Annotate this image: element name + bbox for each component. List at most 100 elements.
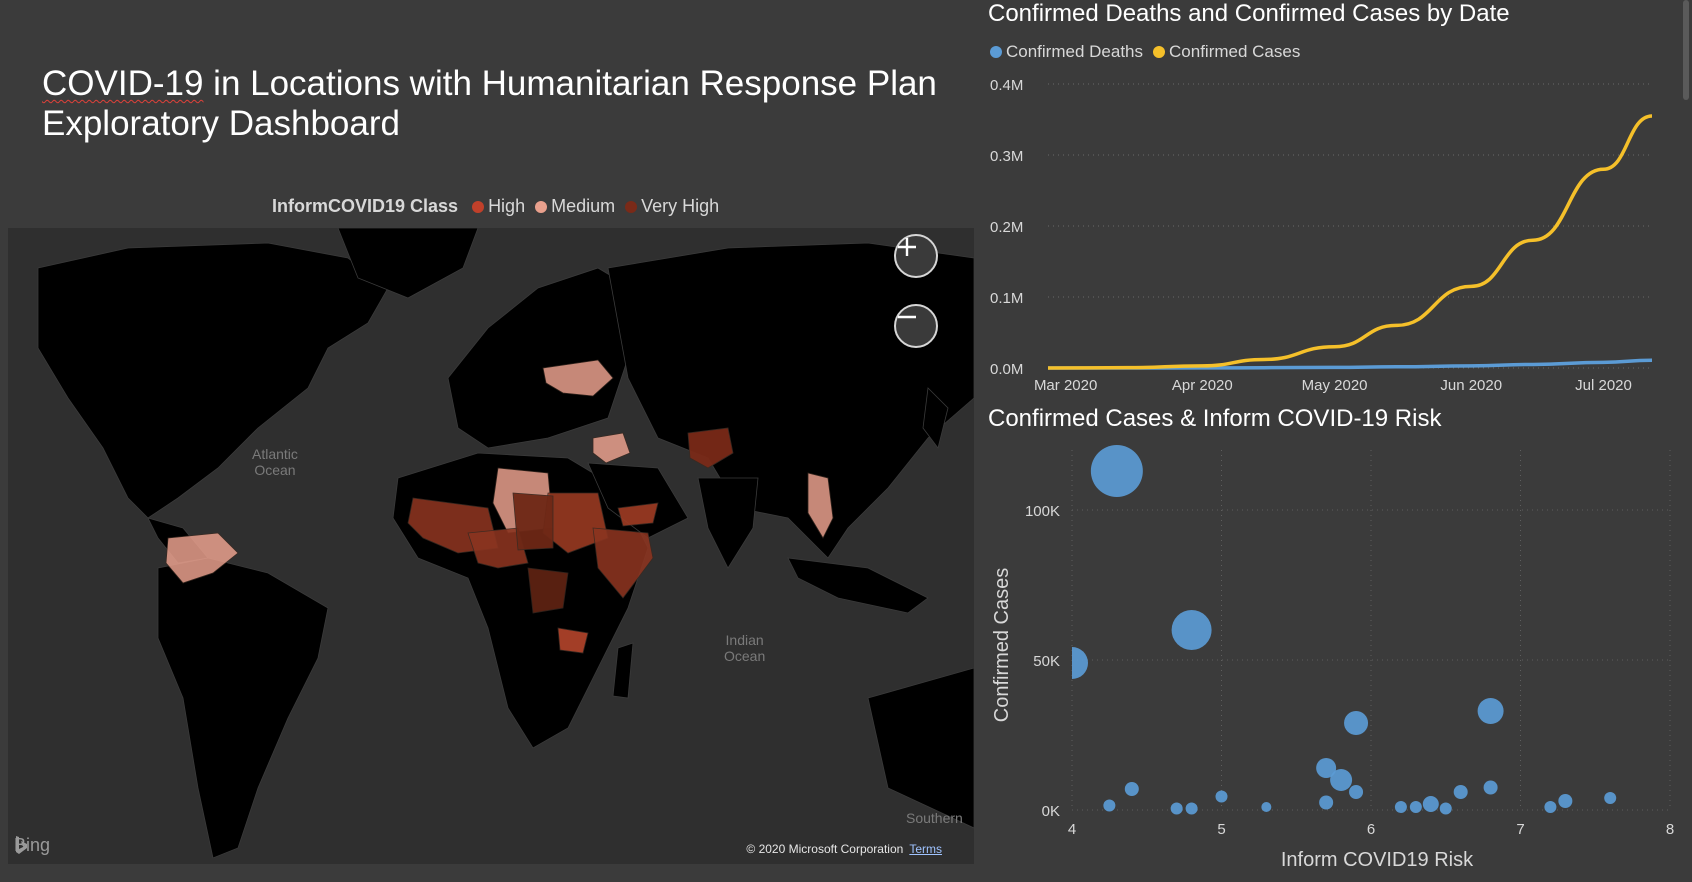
ocean-label-atlantic: Atlantic Ocean — [252, 446, 298, 478]
series-line-confirmed-cases[interactable] — [1047, 114, 1653, 370]
page-scrollbar[interactable] — [1680, 0, 1690, 882]
map-copyright: © 2020 Microsoft Corporation Terms — [746, 842, 942, 856]
x-tick-label: Jun 2020 — [1440, 377, 1502, 394]
terms-link[interactable]: Terms — [909, 842, 942, 856]
land-japan — [922, 387, 949, 449]
map-canvas — [37, 228, 974, 859]
legend-dot-icon — [990, 46, 1002, 58]
line-chart-title: Confirmed Deaths and Confirmed Cases by … — [988, 0, 1510, 27]
dashboard-title: COVID-19 in Locations with Humanitarian … — [42, 64, 962, 144]
x-tick-label: 7 — [1516, 821, 1524, 838]
land-north-america — [37, 242, 389, 519]
scrollbar-thumb[interactable] — [1683, 0, 1689, 100]
line-chart[interactable]: 0.0M 0.1M 0.2M 0.3M 0.4M Mar 2020 Apr 2020 May … — [980, 70, 1680, 400]
scatter-point[interactable] — [1604, 792, 1617, 804]
region-afghanistan — [687, 427, 734, 469]
scatter-point[interactable] — [1090, 445, 1143, 497]
scatter-chart-title: Confirmed Cases & Inform COVID-19 Risk — [988, 405, 1442, 432]
y-tick-label: 0K — [1042, 803, 1060, 820]
y-tick-label: 0.0M — [990, 361, 1023, 378]
region-yemen — [617, 502, 659, 527]
y-axis-label: Confirmed Cases — [991, 568, 1013, 723]
scatter-point[interactable] — [1483, 780, 1498, 795]
scatter-chart[interactable]: 4 5 6 7 8 0K 50K 100K Inform COVID19 Risk Confirm… — [980, 440, 1680, 880]
world-map[interactable]: Atlantic Ocean Indian Ocean Southern Bing … — [8, 228, 974, 864]
region-chad — [512, 492, 554, 551]
scatter-point[interactable] — [1558, 794, 1573, 808]
scatter-point[interactable] — [1439, 802, 1452, 815]
x-tick-label: May 2020 — [1302, 377, 1368, 394]
scatter-point[interactable] — [1394, 801, 1407, 813]
legend-dot-icon — [1153, 46, 1166, 58]
scatter-point[interactable] — [1124, 782, 1139, 796]
minus-icon — [898, 315, 916, 319]
scatter-point[interactable] — [1103, 799, 1116, 812]
scatter-point[interactable] — [1544, 801, 1557, 813]
bing-icon — [16, 836, 27, 854]
zoom-out-button[interactable] — [894, 304, 938, 348]
scatter-point[interactable] — [1261, 802, 1272, 812]
x-tick-label: Mar 2020 — [1034, 377, 1097, 394]
region-dr-congo — [527, 567, 569, 614]
land-indonesia — [787, 557, 929, 614]
legend-label-cases: Confirmed Cases — [1169, 42, 1301, 61]
map-legend: InformCOVID19 Class High Medium Very Hig… — [272, 196, 723, 217]
region-syria — [592, 432, 631, 464]
y-tick-label: 100K — [1025, 503, 1060, 520]
scatter-point[interactable] — [1453, 785, 1468, 799]
scatter-point[interactable] — [1319, 795, 1334, 810]
scatter-point[interactable] — [1056, 647, 1088, 679]
land-australia — [867, 667, 974, 829]
legend-item-cases[interactable]: Confirmed Cases — [1153, 42, 1300, 62]
land-madagascar — [612, 642, 634, 699]
land-south-america — [157, 557, 329, 859]
legend-label-high: High — [488, 196, 526, 216]
scatter-point[interactable] — [1330, 769, 1353, 791]
x-tick-label: Apr 2020 — [1172, 377, 1233, 394]
legend-label-deaths: Confirmed Deaths — [1006, 42, 1144, 61]
legend-item-high[interactable]: High — [472, 196, 525, 217]
x-tick-label: Jul 2020 — [1575, 377, 1632, 394]
region-zimbabwe — [557, 627, 589, 654]
title-rest: in Locations with Humanitarian Response … — [203, 64, 937, 103]
scatter-point[interactable] — [1349, 785, 1364, 799]
scatter-point[interactable] — [1409, 801, 1422, 813]
legend-dot-icon — [535, 200, 548, 213]
scatter-point[interactable] — [1422, 796, 1439, 812]
legend-dot-icon — [472, 200, 485, 213]
region-venezuela-colombia — [165, 532, 239, 584]
x-tick-label: 8 — [1666, 821, 1674, 838]
scatter-point[interactable] — [1170, 802, 1183, 815]
land-greenland — [337, 228, 479, 299]
land-arabia — [587, 462, 689, 539]
y-tick-label: 0.2M — [990, 219, 1023, 236]
y-tick-label: 50K — [1033, 653, 1060, 670]
x-tick-label: 5 — [1217, 821, 1225, 838]
x-axis-label: Inform COVID19 Risk — [1281, 849, 1474, 871]
y-tick-label: 0.3M — [990, 148, 1023, 165]
scatter-point[interactable] — [1215, 790, 1228, 803]
legend-item-deaths[interactable]: Confirmed Deaths — [990, 42, 1143, 62]
zoom-in-button[interactable] — [894, 234, 938, 278]
bing-logo[interactable]: Bing — [14, 835, 50, 856]
region-myanmar — [807, 472, 834, 539]
land-india — [697, 477, 759, 569]
region-somalia-ethiopia — [592, 527, 654, 599]
line-chart-legend: Confirmed Deaths Confirmed Cases — [990, 42, 1300, 62]
scatter-point[interactable] — [1185, 802, 1198, 815]
legend-label-very-high: Very High — [641, 196, 720, 216]
scatter-point[interactable] — [1477, 698, 1504, 724]
scatter-point[interactable] — [1171, 610, 1212, 650]
title-covid-word: COVID-19 — [42, 64, 204, 103]
map-legend-title: InformCOVID19 Class — [272, 196, 459, 216]
region-nigeria — [467, 527, 529, 569]
y-tick-label: 0.4M — [990, 77, 1023, 94]
copyright-text: © 2020 Microsoft Corporation — [746, 842, 904, 856]
x-tick-label: 4 — [1068, 821, 1076, 838]
legend-label-medium: Medium — [551, 196, 616, 216]
legend-item-medium[interactable]: Medium — [535, 196, 615, 217]
scatter-point[interactable] — [1344, 711, 1369, 735]
legend-item-very-high[interactable]: Very High — [625, 196, 719, 217]
scatter-point[interactable] — [1316, 758, 1337, 778]
